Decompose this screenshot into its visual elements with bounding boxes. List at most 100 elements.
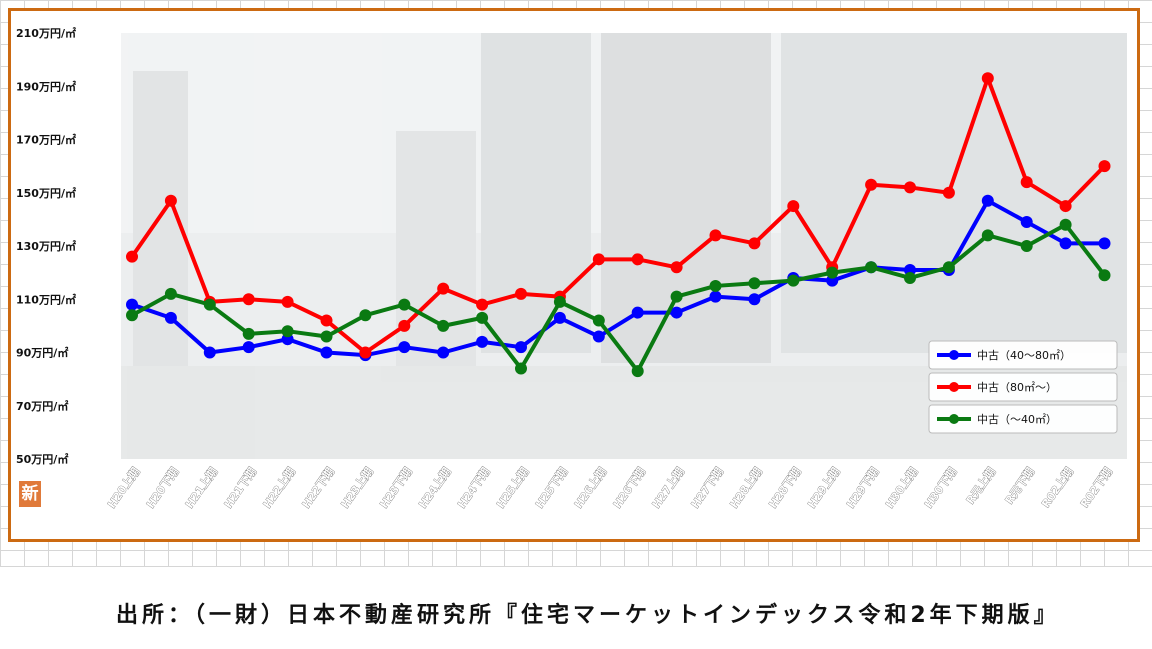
- new-badge: 新: [19, 481, 41, 507]
- x-tick-label: H29下期: [843, 465, 881, 511]
- y-tick-label: 110万円/㎡: [16, 292, 76, 306]
- x-tick-label: H26上期: [571, 465, 609, 511]
- data-point: [981, 194, 994, 207]
- data-point: [126, 250, 138, 263]
- x-tick-label: R02上期: [1038, 465, 1076, 511]
- x-tick-label: H20下期: [143, 465, 181, 511]
- x-tick-label: H21上期: [182, 465, 220, 511]
- series-line: [130, 222, 1107, 374]
- data-point: [164, 311, 177, 324]
- chart-frame: 210万円/㎡ 190万円/㎡ 170万円/㎡ 150万円/㎡ 130万円/㎡ 110万円…: [8, 8, 1140, 542]
- data-point: [670, 306, 683, 319]
- x-tick-label: H29上期: [805, 465, 843, 511]
- x-tick-label: H23上期: [338, 465, 376, 511]
- data-point: [748, 293, 761, 306]
- data-point: [981, 229, 994, 242]
- series-layer: [126, 72, 1111, 378]
- y-tick-label: 150万円/㎡: [16, 186, 76, 200]
- data-point: [359, 346, 372, 359]
- data-point: [126, 309, 138, 322]
- data-point: [320, 314, 333, 327]
- x-tick-label: R元上期: [963, 465, 998, 507]
- data-point: [1098, 269, 1111, 282]
- series-line: [130, 76, 1107, 355]
- source-caption: 出所：（一財）日本不動産研究所『住宅マーケットインデックス令和2年下期版』: [116, 603, 1060, 628]
- data-point: [476, 298, 489, 311]
- y-tick-label: 50万円/㎡: [16, 452, 68, 466]
- x-tick-label: R02下期: [1077, 465, 1115, 511]
- data-point: [1098, 160, 1111, 173]
- data-point: [865, 178, 878, 191]
- y-tick-label: 190万円/㎡: [16, 79, 76, 93]
- x-tick-label: H24上期: [416, 465, 454, 511]
- data-point: [553, 295, 566, 308]
- data-point: [203, 346, 216, 359]
- legend-label: 中古（40～80㎡）: [977, 349, 1071, 362]
- data-point: [787, 200, 800, 213]
- x-tick-label: H22上期: [260, 465, 298, 511]
- data-point: [437, 282, 450, 295]
- x-tick-label: R元下期: [1002, 465, 1037, 507]
- y-tick-label: 90万円/㎡: [16, 346, 68, 360]
- x-tick-label: H27下期: [688, 465, 726, 511]
- data-point: [709, 229, 722, 242]
- data-point: [398, 341, 411, 354]
- x-tick-label: H27上期: [649, 465, 687, 511]
- data-point: [281, 325, 294, 338]
- data-point: [476, 311, 489, 324]
- data-point: [748, 237, 761, 250]
- x-tick-label: H24下期: [454, 465, 492, 511]
- legend-swatch-marker: [949, 414, 959, 424]
- data-point: [865, 261, 878, 274]
- data-point: [1059, 218, 1072, 231]
- x-tick-label: H22下期: [299, 465, 337, 511]
- data-point: [787, 274, 800, 287]
- x-tick-label: H28下期: [766, 465, 804, 511]
- legend-swatch-marker: [949, 382, 959, 392]
- data-point: [631, 253, 644, 266]
- data-point: [398, 298, 411, 311]
- data-point: [1059, 200, 1072, 213]
- new-badge-label: 新: [21, 484, 39, 504]
- x-tick-label: H30上期: [882, 465, 920, 511]
- series-2: [126, 72, 1111, 359]
- data-point: [592, 314, 605, 327]
- y-axis: 210万円/㎡ 190万円/㎡ 170万円/㎡ 150万円/㎡ 130万円/㎡ 110万円…: [16, 26, 76, 466]
- legend-item-box: [928, 404, 1118, 434]
- y-tick-label: 130万円/㎡: [16, 239, 76, 253]
- x-tick-label: H20上期: [104, 465, 142, 511]
- x-tick-label: H21下期: [221, 465, 259, 511]
- data-point: [1020, 176, 1033, 189]
- data-point: [670, 290, 683, 303]
- data-point: [515, 287, 527, 300]
- data-point: [437, 346, 450, 359]
- data-point: [359, 309, 372, 322]
- data-point: [553, 311, 566, 324]
- x-tick-label: H25上期: [493, 465, 531, 511]
- data-point: [320, 346, 333, 359]
- legend-swatch-marker: [949, 350, 959, 360]
- data-point: [515, 341, 527, 354]
- series-3: [126, 218, 1111, 378]
- data-point: [981, 72, 994, 85]
- data-point: [904, 271, 916, 284]
- data-point: [709, 279, 722, 292]
- legend-label: 中古（～40㎡）: [977, 413, 1057, 426]
- data-point: [242, 341, 255, 354]
- y-tick-label: 210万円/㎡: [16, 26, 76, 40]
- data-point: [942, 261, 955, 274]
- data-point: [398, 319, 411, 332]
- line-chart: 210万円/㎡ 190万円/㎡ 170万円/㎡ 150万円/㎡ 130万円/㎡ 110万円…: [16, 26, 1127, 511]
- data-point: [164, 194, 177, 207]
- x-tick-label: H25下期: [532, 465, 570, 511]
- data-point: [281, 295, 294, 308]
- data-point: [242, 327, 255, 340]
- background-photo-decoration: [121, 33, 1127, 459]
- data-point: [126, 298, 138, 311]
- y-tick-label: 70万円/㎡: [16, 399, 68, 413]
- x-tick-label: H23下期: [377, 465, 415, 511]
- data-point: [164, 287, 177, 300]
- x-tick-label: H26下期: [610, 465, 648, 511]
- legend-item-box: [928, 372, 1118, 402]
- legend: 中古（40～80㎡） 中古（80㎡～） 中古（～40㎡）: [928, 340, 1118, 434]
